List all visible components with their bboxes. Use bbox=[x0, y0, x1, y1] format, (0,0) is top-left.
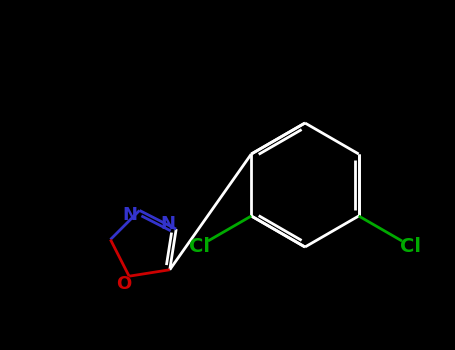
Text: N: N bbox=[161, 215, 176, 233]
Text: Cl: Cl bbox=[189, 237, 210, 256]
Text: Cl: Cl bbox=[400, 237, 421, 256]
Text: N: N bbox=[122, 206, 137, 224]
Text: O: O bbox=[116, 275, 132, 293]
